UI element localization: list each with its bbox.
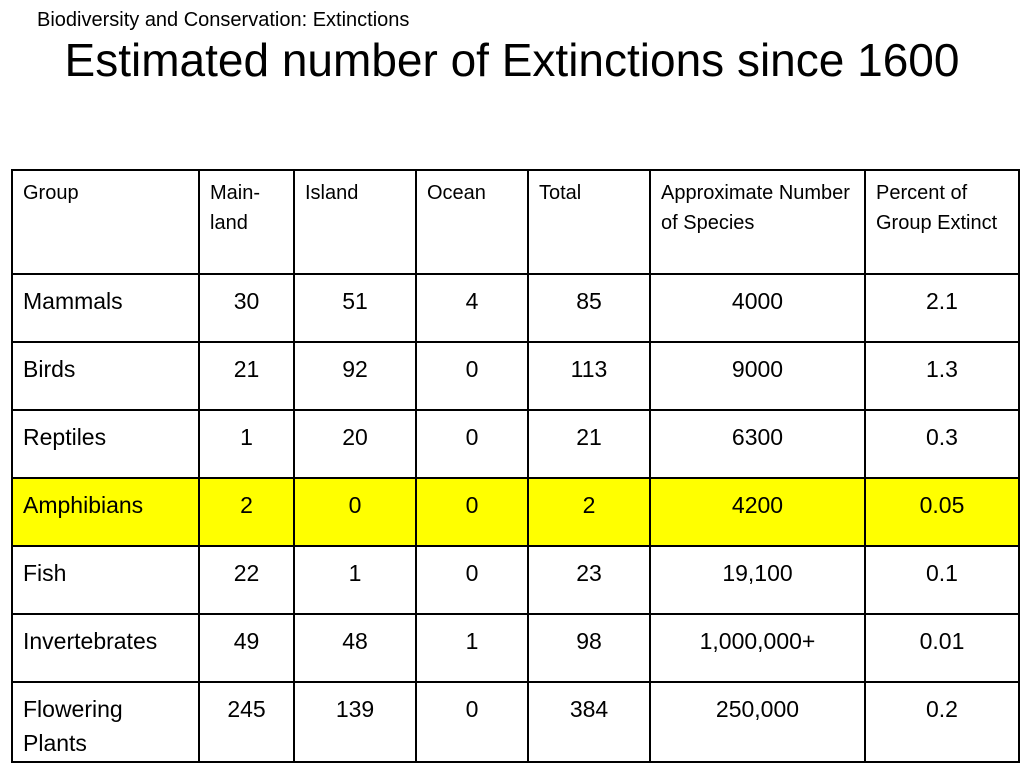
cell-total: 21 [527,409,651,479]
cell-species: 4200 [649,477,866,547]
cell-percent: 0.1 [864,545,1020,615]
extinctions-table: Group Main-land Island Ocean Total Appro… [11,169,1020,763]
cell-species: 250,000 [649,681,866,763]
header-percent-extinct: Percent of Group Extinct [864,169,1020,275]
cell-ocean: 0 [415,545,529,615]
header-total: Total [527,169,651,275]
table-row: Flowering Plants 245 139 0 384 250,000 0… [11,681,1020,763]
cell-ocean: 0 [415,681,529,763]
table-row: Fish 22 1 0 23 19,100 0.1 [11,545,1020,615]
cell-total: 23 [527,545,651,615]
cell-mainland: 2 [198,477,295,547]
cell-island: 92 [293,341,417,411]
cell-species: 19,100 [649,545,866,615]
table-row-highlighted: Amphibians 2 0 0 2 4200 0.05 [11,477,1020,547]
cell-island: 1 [293,545,417,615]
cell-mainland: 21 [198,341,295,411]
cell-mainland: 1 [198,409,295,479]
cell-group: Invertebrates [11,613,200,683]
cell-group: Flowering Plants [11,681,200,763]
cell-group: Amphibians [11,477,200,547]
table-row: Birds 21 92 0 113 9000 1.3 [11,341,1020,411]
table-header-row: Group Main-land Island Ocean Total Appro… [11,169,1020,275]
cell-ocean: 4 [415,273,529,343]
cell-total: 2 [527,477,651,547]
cell-island: 0 [293,477,417,547]
cell-ocean: 1 [415,613,529,683]
cell-ocean: 0 [415,477,529,547]
slide-title: Estimated number of Extinctions since 16… [64,34,960,86]
header-ocean: Ocean [415,169,529,275]
cell-island: 20 [293,409,417,479]
cell-group: Mammals [11,273,200,343]
header-mainland: Main-land [198,169,295,275]
table-row: Reptiles 1 20 0 21 6300 0.3 [11,409,1020,479]
cell-mainland: 30 [198,273,295,343]
cell-percent: 0.01 [864,613,1020,683]
table-row: Invertebrates 49 48 1 98 1,000,000+ 0.01 [11,613,1020,683]
header-island: Island [293,169,417,275]
cell-island: 51 [293,273,417,343]
cell-island: 48 [293,613,417,683]
cell-group: Birds [11,341,200,411]
cell-species: 6300 [649,409,866,479]
cell-species: 4000 [649,273,866,343]
cell-group: Fish [11,545,200,615]
header-group: Group [11,169,200,275]
header-note: Biodiversity and Conservation: Extinctio… [37,9,410,31]
header-approx-species: Approximate Number of Species [649,169,866,275]
cell-percent: 1.3 [864,341,1020,411]
table-row: Mammals 30 51 4 85 4000 2.1 [11,273,1020,343]
cell-island: 139 [293,681,417,763]
cell-percent: 2.1 [864,273,1020,343]
cell-percent: 0.05 [864,477,1020,547]
cell-total: 85 [527,273,651,343]
cell-percent: 0.3 [864,409,1020,479]
cell-group: Reptiles [11,409,200,479]
cell-species: 9000 [649,341,866,411]
cell-species: 1,000,000+ [649,613,866,683]
cell-mainland: 49 [198,613,295,683]
cell-total: 384 [527,681,651,763]
cell-total: 113 [527,341,651,411]
cell-mainland: 22 [198,545,295,615]
cell-total: 98 [527,613,651,683]
cell-ocean: 0 [415,409,529,479]
cell-percent: 0.2 [864,681,1020,763]
cell-mainland: 245 [198,681,295,763]
cell-ocean: 0 [415,341,529,411]
